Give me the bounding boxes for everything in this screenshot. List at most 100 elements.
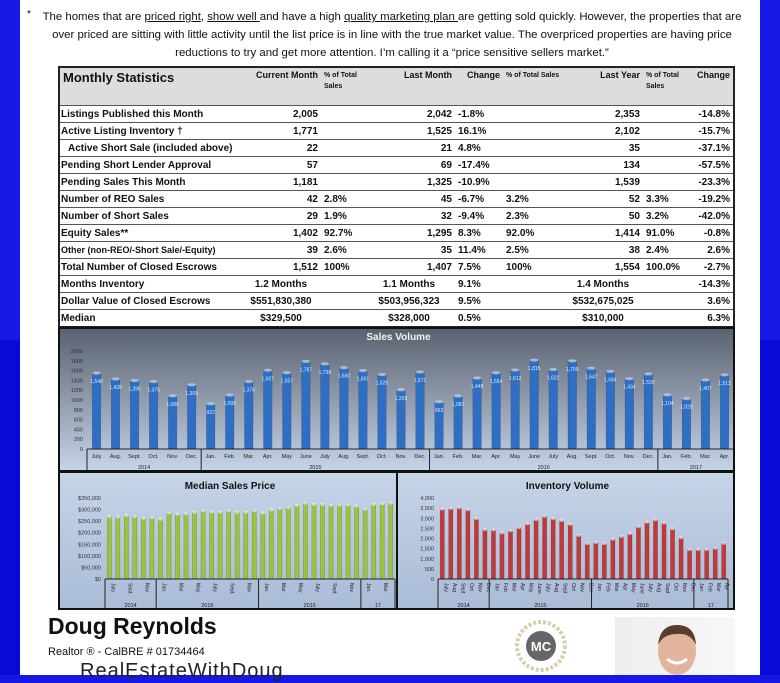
bar-cap (440, 507, 445, 511)
cell-value (321, 105, 363, 123)
row-label: Pending Sales This Month (59, 173, 241, 191)
x-tick-label: Aug (656, 583, 662, 592)
data-label: 1,085 (166, 402, 179, 408)
cell-value: $310,000 (563, 309, 643, 327)
cell-value (503, 139, 563, 157)
bar (644, 522, 650, 580)
y-tick-label: $50,000 (81, 565, 101, 571)
agent-website: RealEstateWithDoug (80, 660, 284, 682)
bar-cap (721, 541, 726, 545)
x-tick-label: May (282, 454, 293, 460)
cell-value: 1,414 (563, 224, 643, 242)
bar (721, 543, 727, 580)
data-label: 1,787 (300, 367, 313, 373)
x-tick-label: Mar (613, 583, 619, 592)
bar-cap (593, 541, 598, 545)
underlined-phrase: show well (207, 11, 260, 23)
table-row: Pending Short Lender Approval 57 69 -17.4% 1… (59, 156, 734, 174)
inventory-volume-chart: Inventory Volume 0 500 1,000 1,500 2,000 2,500… (396, 471, 735, 610)
x-tick-label: Jan. (263, 583, 269, 592)
bar (559, 520, 565, 580)
cell-value: 0.5% (455, 309, 503, 327)
agent-license: Realtor ® - CalBRE # 01734464 (48, 646, 205, 658)
bar-cap (192, 510, 197, 514)
bar (328, 505, 334, 580)
cell-value: $329,500 (241, 309, 321, 327)
data-label: 1,612 (509, 376, 522, 382)
bar-cap (653, 518, 658, 522)
brokerage-logo: MC (515, 620, 567, 672)
x-tick-label: July (647, 583, 653, 592)
cell-value (503, 275, 563, 293)
cell-value: 29 (241, 207, 321, 225)
bar (550, 518, 556, 580)
y-tick-label: 1800 (71, 359, 83, 365)
bar-cap (363, 507, 368, 511)
cell-value: 1,181 (241, 173, 321, 191)
bar-cap (380, 502, 385, 506)
data-label: 1,557 (281, 379, 294, 385)
bar-cap (168, 394, 177, 398)
bar-cap (263, 368, 273, 372)
cell-value: 38 (563, 241, 643, 259)
row-label: Active Listing Inventory † (59, 122, 241, 140)
sales-volume-chart: Sales Volume 0 200 400 600 800 1000 1200 1400 160… (58, 327, 735, 472)
bar-cap (559, 519, 564, 523)
x-tick-label: Oct (673, 583, 679, 591)
bar (601, 543, 607, 580)
y-tick-label: 200 (74, 437, 83, 443)
cell-value: 35 (363, 241, 455, 259)
data-label: 1,434 (623, 385, 636, 391)
row-label: Active Short Sale (included above) (59, 139, 241, 157)
y-tick-label: 2,000 (420, 537, 434, 543)
bar-cap (244, 380, 254, 384)
cell-value: 45 (363, 190, 455, 208)
cell-value: -23.3% (693, 173, 734, 191)
chart-title: Sales Volume (366, 332, 431, 343)
data-label: 922 (207, 410, 216, 416)
bar (653, 519, 658, 580)
x-tick-label: Aug. (110, 454, 122, 460)
cell-value: 4.8% (455, 139, 503, 157)
cell-value: 100% (503, 258, 563, 276)
data-label: 1,554 (490, 379, 503, 385)
bar-cap (704, 548, 709, 552)
x-tick-label: Oct (570, 583, 576, 591)
x-tick-label: Sept (664, 583, 670, 594)
table-row: Other (non-REO/-Short Sale/-Equity) 39 2.6… (59, 241, 734, 259)
row-label: Months Inventory (59, 275, 241, 293)
x-tick-label: May (630, 583, 636, 593)
cell-value: -6.7% (455, 190, 503, 208)
bar (491, 529, 496, 580)
row-label: Number of Short Sales (59, 207, 241, 225)
bar-cap (576, 533, 581, 537)
year-label: 2015 (201, 603, 213, 609)
cell-value: -19.2% (693, 190, 734, 208)
cell-value: 2.6% (321, 241, 363, 259)
x-tick-label: Sept (562, 583, 568, 594)
bar-cap (377, 373, 387, 377)
bar-cap (567, 359, 577, 363)
bar-cap (551, 517, 556, 521)
bar (106, 516, 112, 580)
x-tick-label: Jan. (205, 454, 216, 460)
x-tick-label: July (314, 583, 320, 592)
bar-cap (542, 514, 547, 518)
year-label: 17 (375, 603, 381, 609)
bar-cap (337, 503, 342, 507)
bar-cap (175, 512, 180, 516)
bar (371, 504, 377, 580)
data-label: 1,738 (319, 370, 332, 376)
bar (339, 367, 349, 450)
y-tick-label: 600 (74, 418, 83, 424)
x-tick-label: Feb (707, 583, 713, 592)
x-tick-label: Mar. (243, 454, 254, 460)
cell-value (321, 139, 363, 157)
cell-value (321, 122, 363, 140)
bar-cap (200, 509, 206, 513)
bar-cap (226, 509, 231, 513)
column-header: % of Total Sales (503, 67, 563, 106)
x-tick-label: Nov. (167, 454, 178, 460)
y-tick-label: 4,000 (420, 496, 434, 502)
cell-value: 3.6% (693, 292, 734, 310)
